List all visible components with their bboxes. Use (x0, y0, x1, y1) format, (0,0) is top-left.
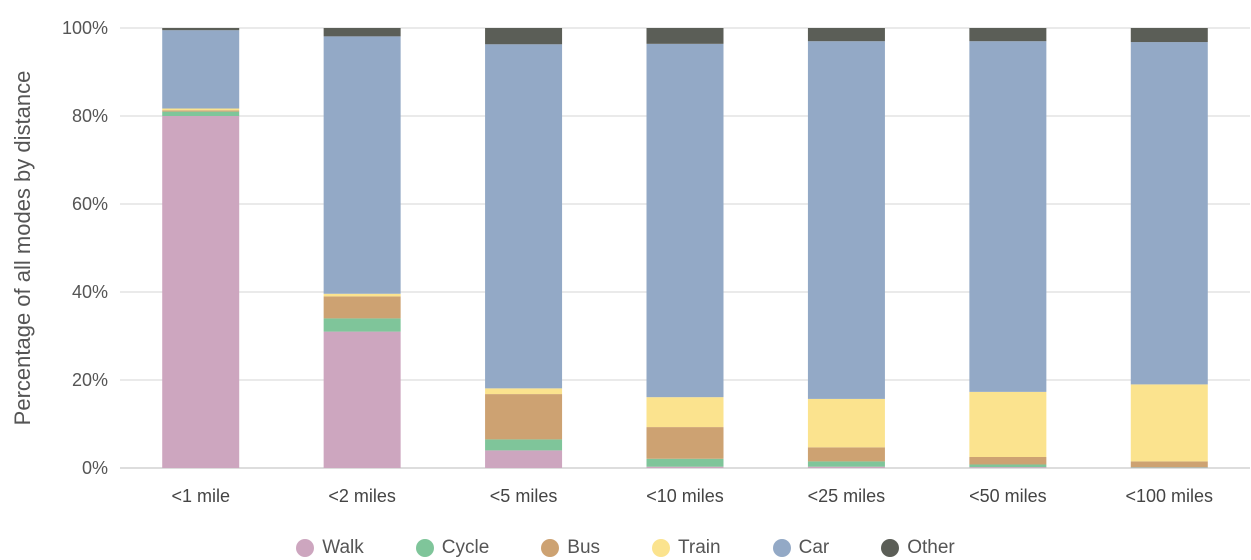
bar-segment-bus (162, 110, 240, 112)
x-tick-label: <50 miles (969, 486, 1047, 506)
y-axis-label: Percentage of all modes by distance (10, 71, 35, 426)
bars (162, 28, 1208, 468)
x-tick-label: <5 miles (490, 486, 558, 506)
y-tick-label: 100% (62, 18, 108, 38)
legend-swatch (415, 539, 434, 557)
bar-segment-car (485, 44, 563, 389)
bar-segment-other (969, 28, 1047, 42)
x-tick-labels: <1 mile <2 miles <5 miles <10 miles <25 mile… (171, 486, 1213, 506)
bar-segment-bus (807, 447, 885, 462)
bar-segment-car (807, 41, 885, 399)
bar-stack (162, 28, 240, 468)
bar-segment-car (646, 43, 724, 398)
bar-segment-train (323, 293, 401, 297)
y-tick-label: 80% (72, 106, 108, 126)
bar-segment-other (485, 28, 563, 45)
bar-stack (485, 28, 563, 468)
bar-segment-cycle (162, 111, 240, 116)
bar-segment-cycle (646, 458, 724, 467)
bar-segment-walk (969, 467, 1047, 468)
legend-swatch (541, 539, 560, 557)
y-tick-label: 40% (72, 282, 108, 302)
bar-segment-other (646, 28, 724, 44)
bar-segment-car (969, 41, 1047, 392)
legend-label: Bus (567, 537, 601, 558)
bar-segment-train (646, 397, 724, 428)
legend-label: Car (798, 537, 830, 558)
legend-item-cycle: Cycle (415, 536, 490, 560)
bar-segment-cycle (485, 439, 563, 451)
y-tick-label: 0% (82, 458, 108, 478)
legend-label: Cycle (441, 537, 490, 558)
bar-segment-bus (323, 296, 401, 319)
bar-stack (323, 28, 401, 468)
bar-segment-car (162, 30, 240, 109)
bar-stack (969, 28, 1047, 468)
x-tick-label: <2 miles (328, 486, 396, 506)
bar-segment-train (807, 398, 885, 448)
bar-segment-bus (1130, 461, 1208, 468)
x-tick-label: <1 mile (171, 486, 230, 506)
legend-item-train: Train (652, 536, 721, 560)
legend: Walk Cycle Bus Train Car Other (0, 536, 1251, 560)
bar-segment-cycle (323, 318, 401, 332)
legend-label: Walk (322, 537, 364, 558)
bar-segment-walk (485, 450, 563, 468)
bar-segment-walk (646, 466, 724, 468)
legend-label: Other (907, 537, 955, 558)
legend-label: Train (678, 537, 721, 558)
y-tick-label: 20% (72, 370, 108, 390)
x-tick-label: <10 miles (646, 486, 724, 506)
bar-segment-other (162, 28, 240, 31)
x-tick-label: <100 miles (1126, 486, 1214, 506)
bar-stack (1130, 28, 1208, 468)
bar-stack (807, 28, 885, 468)
legend-swatch (772, 539, 791, 557)
bar-segment-walk (162, 116, 240, 468)
bar-segment-cycle (807, 461, 885, 467)
legend-swatch (296, 539, 315, 557)
y-tick-labels: 0% 20% 40% 60% 80% 100% (62, 18, 108, 478)
bar-segment-train (969, 391, 1047, 457)
bar-segment-walk (807, 466, 885, 468)
legend-item-walk: Walk (296, 536, 364, 560)
bar-segment-bus (969, 457, 1047, 465)
bar-segment-walk (323, 331, 401, 468)
bar-segment-other (1130, 28, 1208, 43)
bar-segment-other (323, 28, 401, 37)
bar-segment-car (323, 36, 401, 294)
bar-segment-train (1130, 384, 1208, 462)
bar-segment-other (807, 28, 885, 42)
bar-segment-bus (485, 394, 563, 440)
bar-segment-train (162, 108, 240, 111)
legend-item-car: Car (772, 536, 830, 560)
legend-item-other: Other (881, 536, 955, 560)
y-tick-label: 60% (72, 194, 108, 214)
x-tick-label: <25 miles (808, 486, 886, 506)
bar-segment-bus (646, 427, 724, 459)
legend-swatch (881, 539, 900, 557)
bar-segment-cycle (969, 464, 1047, 468)
bar-segment-car (1130, 42, 1208, 385)
legend-swatch (652, 539, 671, 557)
legend-item-bus: Bus (541, 536, 600, 560)
bar-segment-train (485, 388, 563, 395)
bar-stack (646, 28, 724, 468)
stacked-bar-chart: Percentage of all modes by distance 0% 20… (10, 18, 1250, 506)
